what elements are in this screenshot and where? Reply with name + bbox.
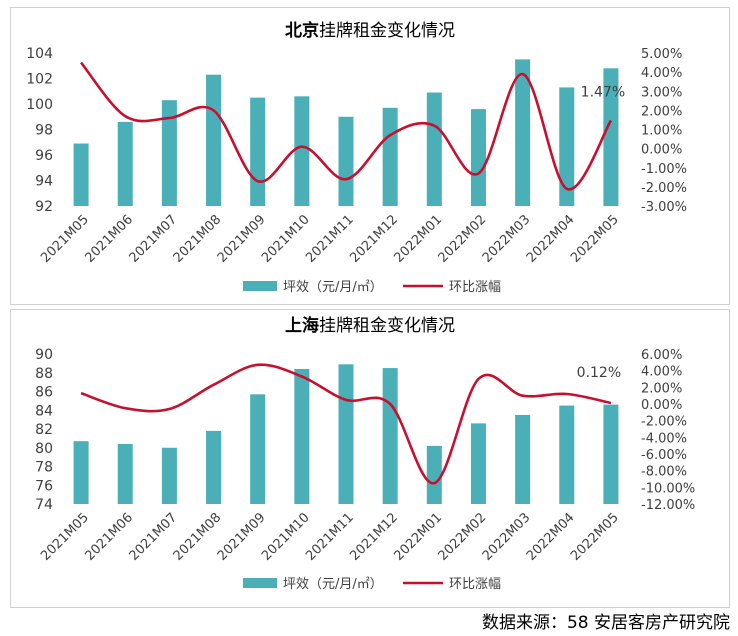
shanghai-legend: 坪效（元/月/㎡） 环比涨幅	[243, 577, 501, 592]
beijing-legend-line-label: 环比涨幅	[449, 280, 501, 295]
shanghai-bar-series	[73, 364, 619, 504]
beijing-bar	[426, 92, 442, 206]
shanghai-bar	[603, 404, 619, 504]
beijing-right-tick-label: -2.00%	[641, 181, 687, 196]
beijing-bar	[559, 87, 575, 206]
shanghai-right-tick-label: 6.00%	[641, 348, 682, 363]
shanghai-right-tick-label: -10.00%	[641, 481, 695, 496]
data-source-note: 数据来源：58 安居客房产研究院	[481, 613, 730, 633]
shanghai-bar	[338, 364, 354, 504]
shanghai-left-tick-label: 80	[35, 441, 53, 457]
beijing-right-tick-label: 2.00%	[641, 104, 682, 119]
shanghai-right-tick-label: 4.00%	[641, 365, 682, 380]
shanghai-bar	[470, 423, 486, 504]
beijing-right-tick-label: 5.00%	[641, 47, 682, 62]
shanghai-category-label: 2022M05	[568, 510, 622, 564]
beijing-left-tick-label: 100	[26, 97, 53, 113]
beijing-bar	[161, 100, 177, 206]
beijing-title-city: 北京	[285, 20, 319, 41]
shanghai-right-tick-label: -6.00%	[641, 448, 687, 463]
beijing-right-tick-label: 1.00%	[641, 124, 682, 139]
beijing-category-axis: 2021M052021M062021M072021M082021M092021M…	[38, 212, 621, 266]
shanghai-bar	[559, 405, 575, 504]
shanghai-legend-bar-label: 坪效（元/月/㎡）	[283, 577, 383, 592]
beijing-chart-title: 北京挂牌租金变化情况	[285, 20, 455, 41]
beijing-bar	[73, 143, 89, 206]
shanghai-right-axis: -12.00% -10.00%-8.00% -6.00% -4.00%-2.00% 0.…	[641, 348, 695, 513]
beijing-left-axis: 92 94 96 98 100 102 104	[26, 46, 53, 215]
shanghai-right-tick-label: -8.00%	[641, 465, 687, 480]
shanghai-bar	[382, 368, 398, 504]
shanghai-right-tick-label: -12.00%	[641, 498, 695, 513]
beijing-left-tick-label: 104	[26, 46, 53, 62]
beijing-right-tick-label: -3.00%	[641, 200, 687, 215]
shanghai-left-tick-label: 90	[35, 347, 53, 363]
beijing-bar	[515, 59, 531, 206]
shanghai-left-tick-label: 86	[35, 385, 53, 401]
beijing-left-tick-label: 94	[35, 174, 53, 190]
shanghai-left-tick-label: 84	[35, 403, 53, 419]
shanghai-left-tick-label: 88	[35, 366, 53, 382]
beijing-title-text: 挂牌租金变化情况	[319, 21, 455, 41]
shanghai-bar	[73, 441, 89, 504]
beijing-bar	[206, 74, 222, 206]
shanghai-bar	[250, 394, 266, 504]
shanghai-legend-bar-swatch	[243, 578, 277, 588]
beijing-right-tick-label: 4.00%	[641, 66, 682, 81]
beijing-legend-bar-swatch	[243, 281, 277, 291]
beijing-left-tick-label: 102	[26, 72, 53, 88]
shanghai-right-tick-label: 0.00%	[641, 398, 682, 413]
beijing-right-tick-label: 3.00%	[641, 85, 682, 100]
beijing-bar-series	[73, 59, 619, 206]
shanghai-left-tick-label: 76	[35, 478, 53, 494]
beijing-right-axis: -3.00% -2.00% -1.00% 0.00% 1.00% 2.00% 3.00% 4.…	[641, 47, 687, 215]
shanghai-chart-panel: 上海挂牌租金变化情况 74 76 78 80 82 84 86 88 90 -12.00% -10.0…	[10, 309, 730, 608]
beijing-category-label: 2022M05	[568, 212, 622, 266]
shanghai-left-tick-label: 74	[35, 497, 53, 513]
beijing-left-tick-label: 98	[35, 123, 53, 139]
shanghai-bar	[294, 369, 310, 504]
beijing-bar	[382, 107, 398, 206]
shanghai-chart-title: 上海挂牌租金变化情况	[285, 315, 455, 336]
beijing-chart-panel: 北京挂牌租金变化情况 92 94 96 98 100 102 104 -3.00% -2.00% -…	[10, 7, 730, 305]
beijing-line-series	[80, 61, 613, 191]
shanghai-left-axis: 74 76 78 80 82 84 86 88 90	[35, 347, 53, 513]
shanghai-chart: 上海挂牌租金变化情况 74 76 78 80 82 84 86 88 90 -12.00% -10.0…	[35, 315, 695, 592]
shanghai-title-text: 挂牌租金变化情况	[319, 316, 455, 336]
shanghai-last-value-label: 0.12%	[577, 365, 621, 381]
shanghai-bar	[117, 444, 133, 504]
beijing-last-value-label: 1.47%	[581, 85, 625, 101]
shanghai-bar	[426, 445, 442, 504]
shanghai-right-tick-label: 2.00%	[641, 381, 682, 396]
shanghai-left-tick-label: 78	[35, 460, 53, 476]
shanghai-bar	[206, 430, 222, 504]
shanghai-legend-line-label: 环比涨幅	[449, 577, 501, 592]
beijing-legend-bar-label: 坪效（元/月/㎡）	[283, 280, 383, 295]
shanghai-category-axis: 2021M052021M062021M072021M082021M092021M…	[38, 510, 621, 564]
shanghai-line-series	[80, 363, 612, 485]
beijing-left-tick-label: 96	[35, 148, 53, 164]
beijing-right-tick-label: -1.00%	[641, 162, 687, 177]
beijing-bar	[338, 116, 354, 206]
shanghai-right-tick-label: -2.00%	[641, 415, 687, 430]
beijing-legend: 坪效（元/月/㎡） 环比涨幅	[243, 280, 501, 295]
beijing-bar	[603, 68, 619, 206]
beijing-bar	[470, 109, 486, 206]
beijing-bar	[117, 121, 133, 206]
beijing-bar	[294, 96, 310, 206]
shanghai-bar	[161, 447, 177, 504]
shanghai-bar	[515, 414, 531, 504]
beijing-right-tick-label: 0.00%	[641, 143, 682, 158]
shanghai-title-city: 上海	[285, 315, 319, 336]
beijing-left-tick-label: 92	[35, 199, 53, 215]
shanghai-left-tick-label: 82	[35, 422, 53, 438]
shanghai-right-tick-label: -4.00%	[641, 431, 687, 446]
beijing-bar	[250, 97, 266, 206]
beijing-chart: 北京挂牌租金变化情况92949698100102104-3.00%-2.00%-…	[26, 20, 687, 295]
